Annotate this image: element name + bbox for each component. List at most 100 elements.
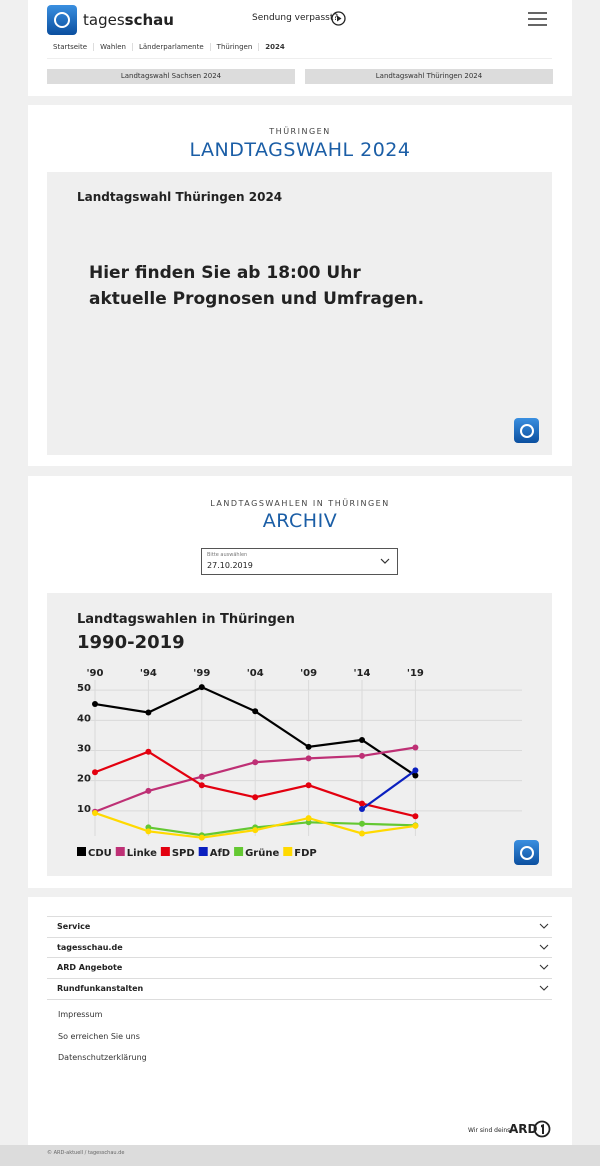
live-box <box>47 172 552 455</box>
chart-title: Landtagswahlen in Thüringen <box>77 612 295 627</box>
legend-swatch <box>160 847 170 856</box>
x-tick-label: '09 <box>300 668 317 679</box>
legend-swatch <box>198 847 208 856</box>
chevron <box>539 965 549 971</box>
data-point <box>359 830 365 837</box>
chart-box <box>47 593 552 876</box>
data-point <box>305 819 312 826</box>
x-tick-label: '04 <box>247 668 264 679</box>
legend-label: Linke <box>127 848 157 859</box>
logo <box>514 418 539 443</box>
data-point <box>412 767 419 774</box>
breadcrumbs: Startseite Wahlen Länderparlamente Thüri… <box>47 43 291 51</box>
legend-swatch <box>234 847 244 856</box>
message: Hier finden Sie ab 18:00 Uhr <box>89 263 361 283</box>
crumb[interactable]: Länderparlamente <box>133 43 211 51</box>
legend-label: AfD <box>210 848 230 859</box>
data-point <box>305 782 312 789</box>
crumb[interactable]: 2024 <box>265 43 285 51</box>
data-point <box>198 834 205 841</box>
data-point <box>92 809 98 816</box>
data-point <box>252 708 259 715</box>
series-line <box>361 769 417 810</box>
data-point <box>305 743 312 750</box>
legend-label: CDU <box>88 848 112 859</box>
legend-swatch <box>283 847 293 856</box>
chart-subtitle: 1990-2019 <box>77 632 185 653</box>
y-tick-label: 20 <box>77 774 91 785</box>
brand-part: tages <box>83 11 125 29</box>
data-point <box>305 815 312 822</box>
accordion-item[interactable]: tagesschau.de <box>47 936 552 957</box>
accordion-item[interactable]: ARD Angebote <box>47 957 552 977</box>
data-point <box>252 794 259 801</box>
accordion-item[interactable]: Rundfunkanstalten <box>47 978 552 998</box>
data-point <box>92 769 98 776</box>
x-tick-label: '94 <box>140 668 157 679</box>
crumb[interactable]: Wahlen <box>94 43 133 51</box>
data-point <box>198 684 205 691</box>
legend-label: FDP <box>294 848 316 859</box>
divider <box>47 999 552 1000</box>
y-tick-label: 30 <box>77 744 91 755</box>
data-point <box>145 709 152 716</box>
data-point <box>359 736 365 743</box>
data-point <box>359 806 365 813</box>
footer-link[interactable]: So erreichen Sie uns <box>58 1032 140 1041</box>
brand[interactable]: tagesschau <box>83 11 174 29</box>
chevron <box>539 944 549 950</box>
data-point <box>145 748 152 755</box>
copyright: © ARD-aktuell / tagesschau.de <box>47 1150 125 1156</box>
logo <box>514 840 539 865</box>
bottom-bar <box>0 1145 600 1166</box>
crumb[interactable]: Thüringen <box>211 43 260 51</box>
kicker: THÜRINGEN <box>269 127 331 136</box>
legend-label: Grüne <box>245 848 279 859</box>
legend-swatch <box>77 847 86 856</box>
data-point <box>145 828 152 835</box>
chevron <box>539 923 549 929</box>
play-icon[interactable] <box>331 11 346 26</box>
menu-icon[interactable] <box>528 12 548 26</box>
data-point <box>252 759 259 766</box>
data-point <box>359 820 365 827</box>
section-title: LANDTAGSWAHL 2024 <box>189 139 411 161</box>
missed-link[interactable]: Sendung verpasst? <box>252 13 339 23</box>
data-point <box>198 773 205 780</box>
box-title: Landtagswahl Thüringen 2024 <box>77 190 283 204</box>
crumb[interactable]: Startseite <box>47 43 95 51</box>
footer-link[interactable]: Impressum <box>58 1010 103 1019</box>
data-point <box>412 744 419 751</box>
data-point <box>145 787 152 794</box>
section-title: ARCHIV <box>262 510 338 532</box>
chevron <box>539 985 549 991</box>
message: aktuelle Prognosen und Umfragen. <box>89 289 425 309</box>
footer <box>28 897 572 1145</box>
divider <box>47 58 552 59</box>
chevron <box>380 558 390 564</box>
data-point <box>359 752 365 759</box>
legend-label: SPD <box>172 848 195 859</box>
ard-icon <box>533 1120 551 1138</box>
slogan: Wir sind deins. <box>468 1127 513 1134</box>
nav-button[interactable]: Landtagswahl Sachsen 2024 <box>47 69 295 84</box>
x-tick-label: '99 <box>193 668 210 679</box>
data-point <box>412 772 419 779</box>
chart: Landtagswahlen in Thüringen 1990-2019 10 20… <box>77 612 522 859</box>
footer-link[interactable]: Datenschutzerklärung <box>58 1053 147 1062</box>
ard-logo[interactable]: ARD <box>509 1122 538 1136</box>
y-tick-label: 10 <box>77 804 91 815</box>
year-select[interactable]: Bitte auswählen 27.10.2019 <box>201 548 398 575</box>
logo[interactable] <box>47 5 77 35</box>
data-point <box>412 813 419 820</box>
accordion-item[interactable]: Service <box>47 916 552 936</box>
legend-swatch <box>115 847 125 856</box>
nav-button[interactable]: Landtagswahl Thüringen 2024 <box>305 69 553 84</box>
y-tick-label: 40 <box>77 713 91 724</box>
data-point <box>359 800 365 807</box>
brand-part: schau <box>124 11 174 29</box>
x-tick-label: '90 <box>87 668 104 679</box>
select-value: 27.10.2019 <box>207 561 253 570</box>
x-tick-label: '19 <box>407 668 424 679</box>
